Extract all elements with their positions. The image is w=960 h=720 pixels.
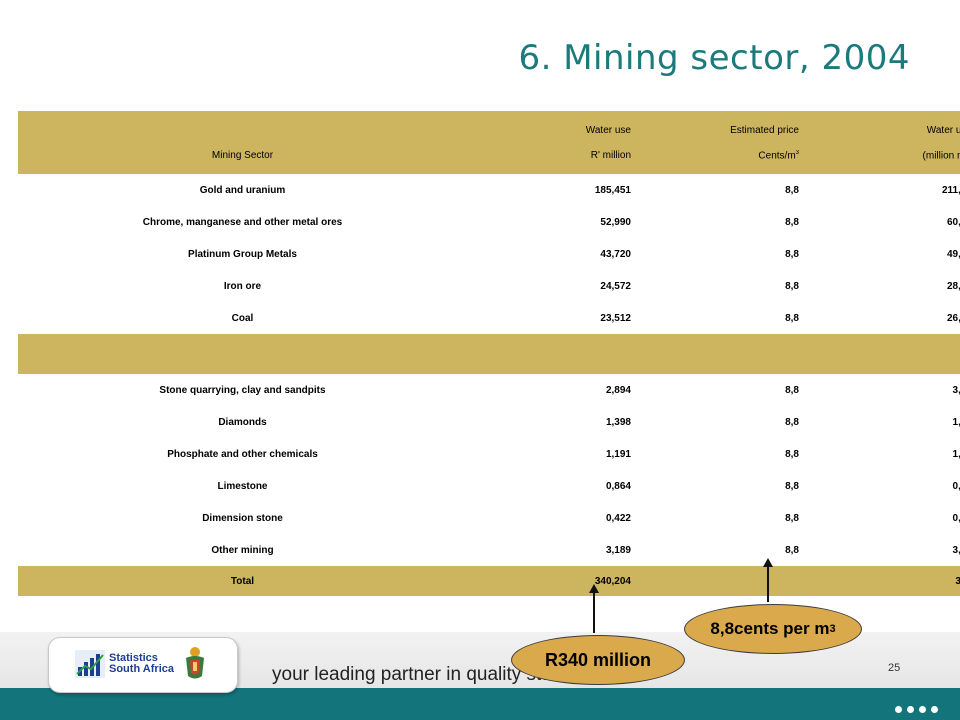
sector-cell: Coal: [231, 312, 254, 324]
footer-dot: [895, 706, 902, 713]
table-row: Coal 23,512 8,8 26,82: [18, 302, 960, 334]
table-row: Gold and uranium 185,451 8,8 211,51: [18, 174, 960, 206]
table-row: Other mining 3,189 8,8 3,64: [18, 534, 960, 566]
header-volume-unit: (million m3): [803, 150, 960, 174]
footer-dots: [895, 700, 943, 718]
sector-cell: Limestone: [217, 480, 268, 492]
total-label: Total: [18, 566, 467, 596]
stats-sa-logo: Statistics South Africa: [48, 637, 238, 693]
coat-of-arms-icon: [186, 647, 204, 679]
price-cell: 8,8: [785, 384, 799, 396]
sector-cell: Other mining: [211, 544, 274, 556]
header-col1-top: [18, 111, 467, 150]
total-water-use: 340,204: [467, 566, 635, 596]
header-mining-sector: Mining Sector: [18, 150, 467, 174]
water-use-cell: 0,864: [605, 480, 631, 492]
table-row: Diamonds 1,398 8,8 1,59: [18, 406, 960, 438]
table-row: Stone quarrying, clay and sandpits 2,894 8…: [18, 374, 960, 406]
header-water-use-top: Water use: [467, 111, 635, 150]
volume-cell: 1,36: [952, 448, 960, 460]
callout-price-sup: 3: [829, 623, 836, 635]
volume-cell: 28,02: [946, 280, 960, 292]
footer-tagline: your leading partner in quality statis: [272, 664, 571, 685]
water-use-cell: 24,572: [600, 280, 631, 292]
water-use-cell: 3,189: [605, 544, 631, 556]
volume-cell: 3,64: [952, 544, 960, 556]
footer-dot: [907, 706, 914, 713]
price-cell: 8,8: [785, 448, 799, 460]
footer-dot: [919, 706, 926, 713]
header-water-use-unit: R' million: [467, 150, 635, 174]
table-row: Chrome, manganese and other metal ores 52…: [18, 206, 960, 238]
table-row: Phosphate and other chemicals 1,191 8,8 1,3…: [18, 438, 960, 470]
price-cell: 8,8: [785, 416, 799, 428]
total-volume: 388: [803, 566, 960, 596]
water-use-cell: 1,398: [605, 416, 631, 428]
table-header-row-bottom: Mining Sector R' million Cents/m3 (milli…: [18, 150, 960, 174]
slide-title: 6. Mining sector, 2004: [518, 38, 910, 78]
volume-cell: 1,59: [952, 416, 960, 428]
table-row: Limestone 0,864 8,8 0,99: [18, 470, 960, 502]
logo-text: Statistics South Africa: [109, 653, 179, 675]
separator-band: [18, 334, 960, 374]
separator-band-cell: [18, 334, 960, 374]
water-use-cell: 23,512: [600, 312, 631, 324]
water-use-cell: 0,422: [605, 512, 631, 524]
header-price-unit-sup: 3: [795, 150, 799, 156]
volume-cell: 211,51: [941, 184, 960, 196]
table-header-row-top: Water use Estimated price Water use: [18, 111, 960, 150]
water-use-cell: 1,191: [605, 448, 631, 460]
price-cell: 8,8: [785, 544, 799, 556]
logo-line-2: South Africa: [109, 663, 174, 675]
volume-cell: 3,30: [952, 384, 960, 396]
header-price-top: Estimated price: [635, 111, 803, 150]
table-row: Platinum Group Metals 43,720 8,8 49,86: [18, 238, 960, 270]
callout-price-text: 8,8cents per m: [710, 619, 830, 638]
header-price-unit-text: Cents/m: [758, 150, 796, 162]
volume-cell: 60,43: [946, 216, 960, 228]
volume-cell: 26,82: [946, 312, 960, 324]
table-row: Dimension stone 0,422 8,8 0,48: [18, 502, 960, 534]
callout-total-water-use: R340 million: [511, 635, 685, 685]
header-volume-unit-pre: (million m: [922, 150, 960, 162]
total-price: [635, 566, 803, 596]
water-use-cell: 2,894: [605, 384, 631, 396]
header-price-unit: Cents/m3: [635, 150, 803, 174]
price-cell: 8,8: [785, 248, 799, 260]
volume-cell: 49,86: [946, 248, 960, 260]
price-cell: 8,8: [785, 480, 799, 492]
water-use-cell: 52,990: [600, 216, 631, 228]
bar-chart-logo-icon: [75, 650, 105, 678]
logo-line-1: Statistics: [109, 652, 158, 664]
sector-cell: Platinum Group Metals: [188, 248, 297, 260]
header-volume-top: Water use: [803, 111, 960, 150]
sector-cell: Dimension stone: [202, 512, 283, 524]
price-cell: 8,8: [785, 216, 799, 228]
price-cell: 8,8: [785, 184, 799, 196]
sector-cell: Stone quarrying, clay and sandpits: [159, 384, 326, 396]
sector-cell: Diamonds: [218, 416, 267, 428]
sector-cell: Gold and uranium: [199, 184, 286, 196]
sector-cell: Iron ore: [223, 280, 262, 292]
water-use-cell: 43,720: [600, 248, 631, 260]
price-cell: 8,8: [785, 280, 799, 292]
sector-cell: Phosphate and other chemicals: [167, 448, 318, 460]
footer-bar: [0, 688, 960, 720]
price-cell: 8,8: [785, 512, 799, 524]
price-cell: 8,8: [785, 312, 799, 324]
mining-water-table: Water use Estimated price Water use Mini…: [18, 111, 960, 596]
footer-dot: [931, 706, 938, 713]
volume-cell: 0,99: [952, 480, 960, 492]
sector-cell: Chrome, manganese and other metal ores: [142, 216, 343, 228]
table-row: Iron ore 24,572 8,8 28,02: [18, 270, 960, 302]
page-number: 25: [888, 662, 901, 674]
volume-cell: 0,48: [952, 512, 960, 524]
water-use-cell: 185,451: [594, 184, 631, 196]
